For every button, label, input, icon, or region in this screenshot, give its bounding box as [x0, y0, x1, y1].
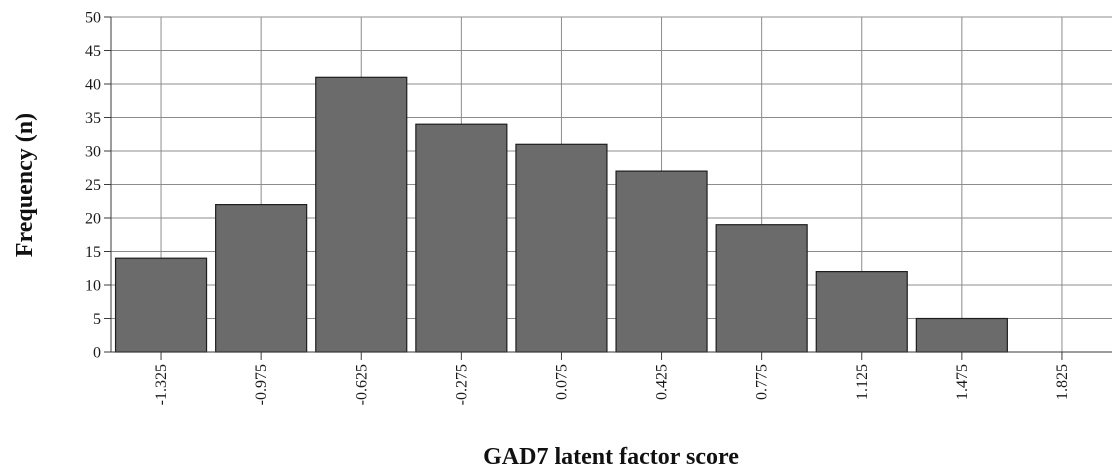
bar--1.325: [114, 257, 208, 353]
bars: [114, 76, 1008, 353]
y-tick-label: 25: [85, 177, 101, 194]
x-axis-label: GAD7 latent factor score: [483, 444, 739, 470]
bar-0.775: [715, 224, 808, 353]
y-tick-label: 30: [85, 144, 101, 161]
x-tick-label: 1.125: [854, 364, 871, 400]
y-tick-label: 10: [85, 278, 101, 295]
x-tick-label: -0.975: [253, 364, 270, 405]
x-axis-ticks: -1.325 -0.975 -0.625 -0.275 0.075 0.425 0.775 1…: [153, 352, 1071, 405]
y-tick-label: 15: [85, 244, 101, 261]
x-tick-label: -1.325: [153, 364, 170, 405]
x-tick-label: 0.425: [654, 364, 671, 400]
y-tick-label: 5: [93, 311, 101, 328]
x-tick-label: -0.625: [353, 364, 370, 405]
y-axis-ticks: 0 5 10 15 20 25 30 35 40 45 50: [85, 10, 111, 362]
bar--0.975: [215, 204, 308, 353]
bar--0.275: [415, 123, 508, 353]
bar-0.425: [615, 170, 708, 353]
x-tick-label: 0.075: [553, 364, 570, 400]
bar-1.125: [815, 271, 908, 353]
x-tick-label: -0.275: [453, 364, 470, 405]
y-axis-label: Frequency (n): [12, 113, 38, 257]
x-tick-label: 1.825: [1054, 364, 1071, 400]
bar-1.475: [915, 317, 1008, 353]
y-tick-label: 35: [85, 110, 101, 127]
y-tick-label: 40: [85, 77, 101, 94]
y-tick-label: 0: [93, 345, 101, 362]
bar-0.075: [515, 143, 608, 353]
bar--0.625: [315, 76, 408, 353]
y-tick-label: 50: [85, 10, 101, 27]
y-tick-label: 20: [85, 211, 101, 228]
x-tick-label: 1.475: [954, 364, 971, 400]
y-tick-label: 45: [85, 43, 101, 60]
x-tick-label: 0.775: [754, 364, 771, 400]
